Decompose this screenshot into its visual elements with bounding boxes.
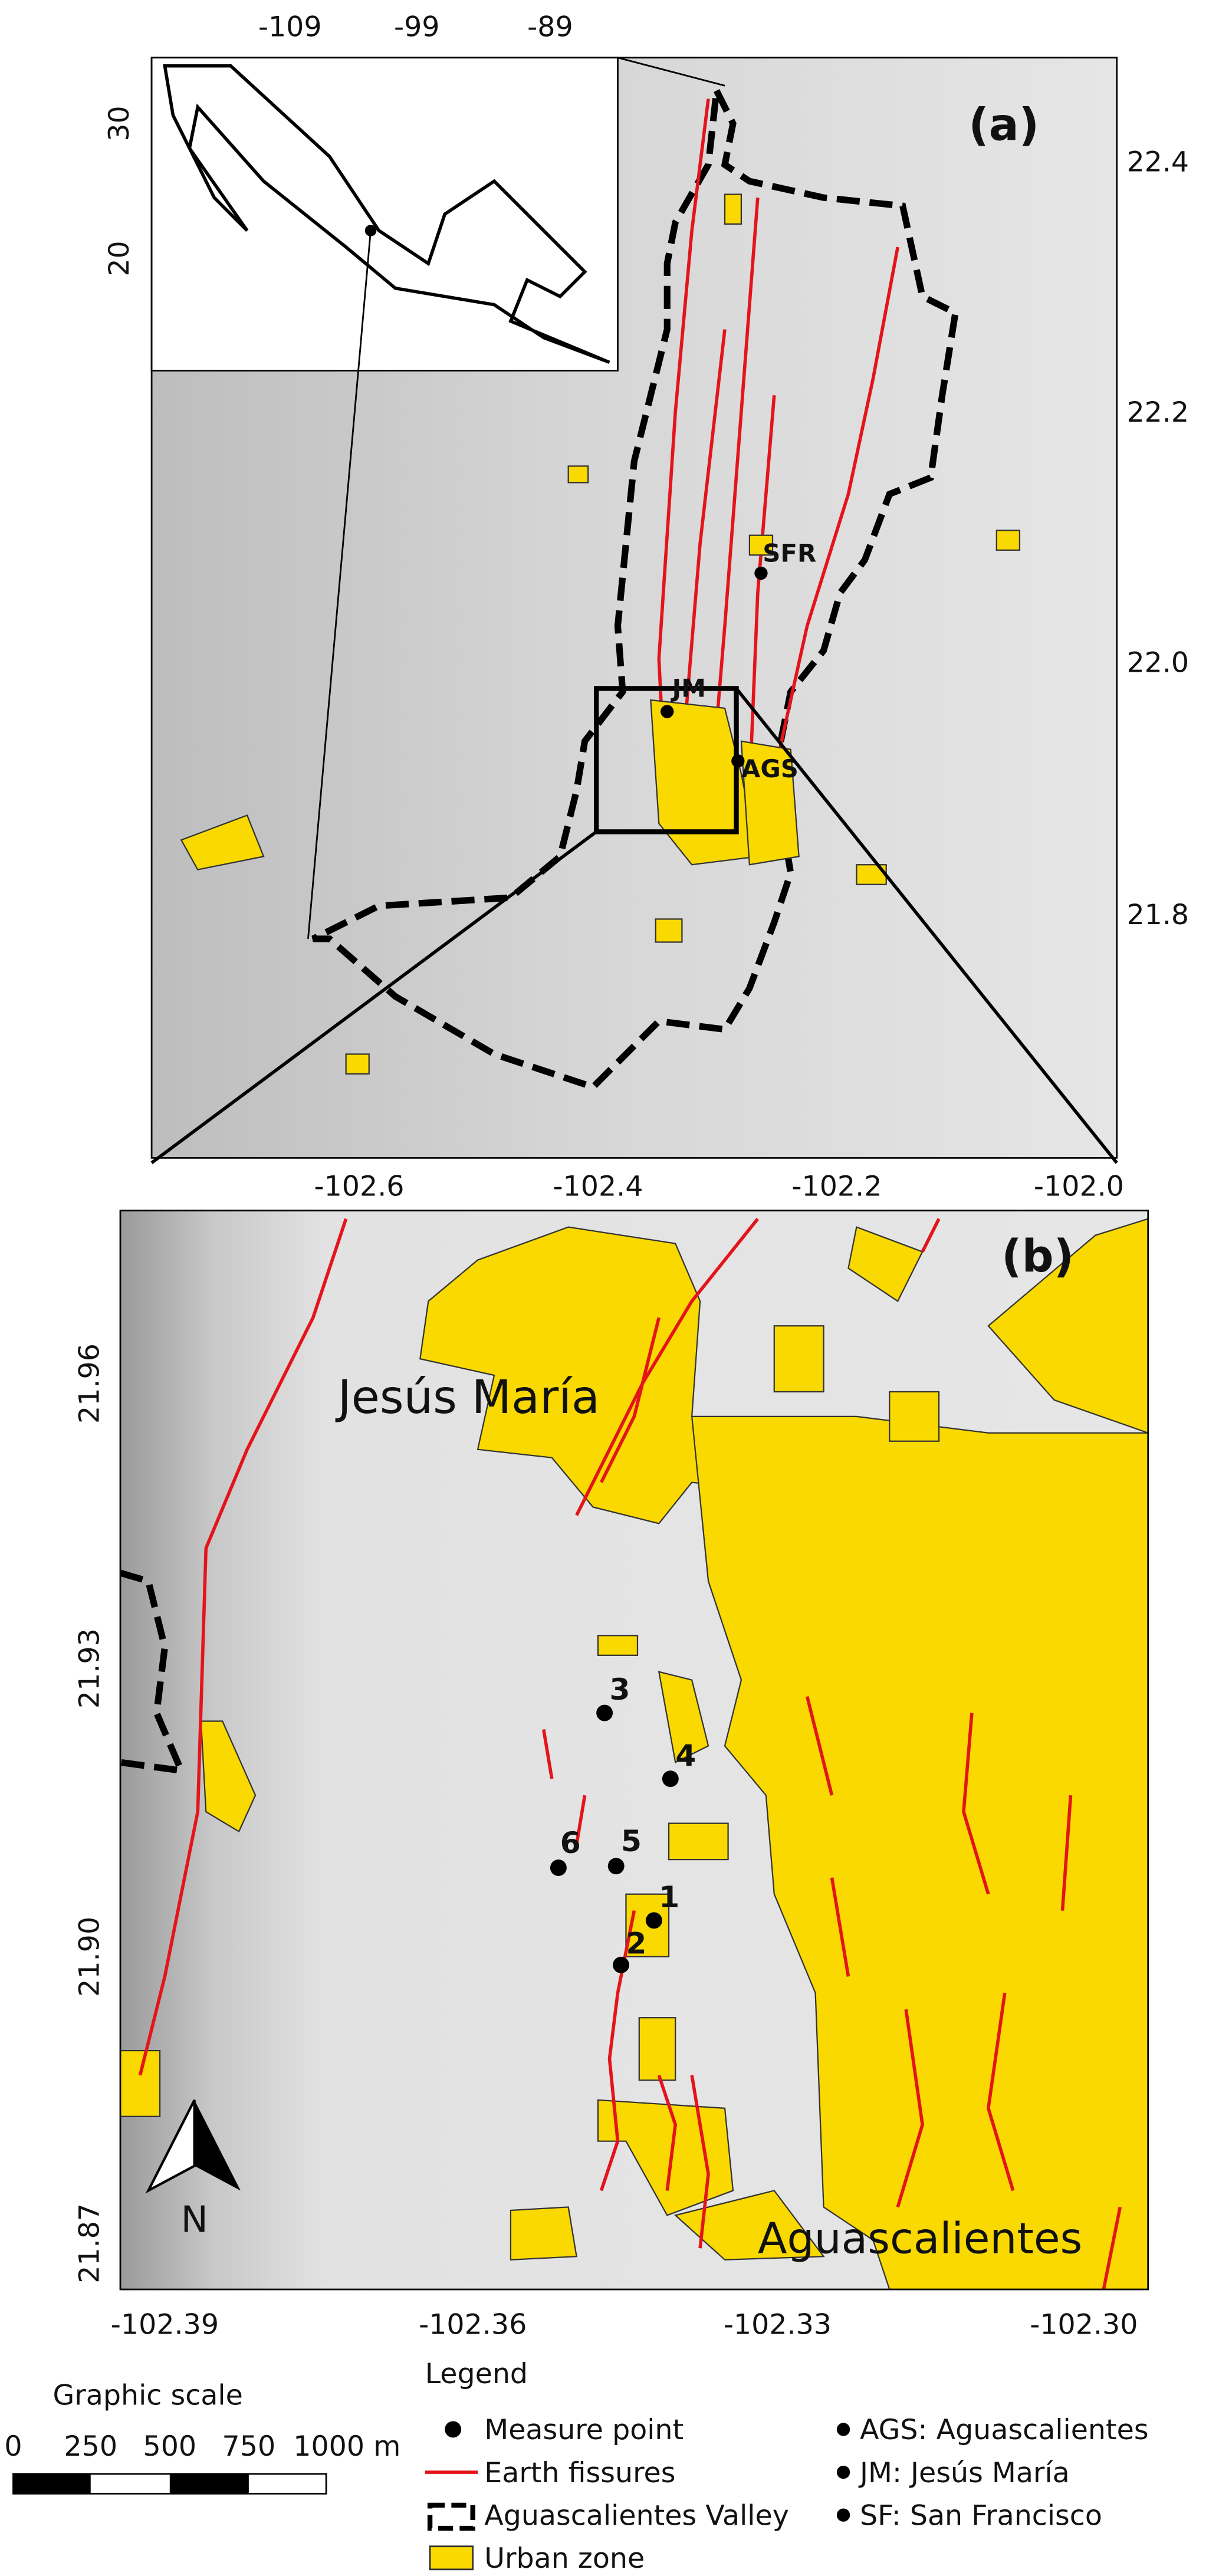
legend-symbol bbox=[427, 2502, 475, 2531]
point-label: 6 bbox=[560, 1825, 581, 1860]
measure-point bbox=[607, 1858, 625, 1875]
point-label: 5 bbox=[621, 1823, 642, 1858]
valley-boundary bbox=[311, 79, 960, 1091]
tick-label: 20 bbox=[103, 241, 136, 276]
legend-item: Aguascalientes Valley bbox=[484, 2499, 789, 2532]
legend-item: Measure point bbox=[484, 2414, 684, 2446]
legend-symbol bbox=[445, 2421, 462, 2438]
scale-label: 750 bbox=[222, 2430, 276, 2463]
inset-frame bbox=[150, 57, 619, 372]
tick-label: 22.4 bbox=[1126, 146, 1189, 178]
place-dot bbox=[754, 566, 768, 580]
legend-title: Legend bbox=[425, 2358, 528, 2390]
tick-label: -102.33 bbox=[724, 2308, 832, 2341]
measure-point bbox=[596, 1704, 613, 1721]
scale-label: 250 bbox=[64, 2430, 117, 2463]
leader-line bbox=[617, 57, 725, 87]
point-label: 3 bbox=[609, 1672, 630, 1707]
map-b-frame bbox=[119, 1210, 1149, 2291]
legend-item: Earth fissures bbox=[484, 2457, 675, 2489]
place-label: SFR bbox=[763, 538, 816, 567]
legend-symbol bbox=[836, 2508, 850, 2522]
legend-symbol bbox=[429, 2545, 474, 2571]
measure-points bbox=[550, 1704, 679, 1973]
legend-abbr: JM: Jesús María bbox=[858, 2457, 1070, 2489]
tick-label: -102.6 bbox=[314, 1171, 404, 1203]
legend-abbr: SF: San Francisco bbox=[860, 2499, 1102, 2532]
measure-point bbox=[613, 1956, 630, 1973]
mexico-outline bbox=[163, 64, 610, 364]
urban-a bbox=[180, 193, 1021, 1075]
tick-label: -102.2 bbox=[791, 1171, 882, 1203]
tick-label: 21.93 bbox=[74, 1628, 106, 1708]
map-a: SFR JM AGS (a) -109 -99 -89 30 20 22.4 2… bbox=[103, 11, 1189, 1202]
place-label: JM bbox=[671, 673, 706, 702]
tick-label: 21.90 bbox=[74, 1917, 106, 1997]
measure-point bbox=[662, 1770, 679, 1788]
zoom-line bbox=[150, 830, 597, 1164]
north-arrow bbox=[194, 2099, 241, 2191]
tick-label: -102.36 bbox=[419, 2308, 527, 2341]
tick-label: -102.39 bbox=[111, 2308, 219, 2341]
tick-label: -109 bbox=[258, 11, 322, 43]
point-label: 4 bbox=[675, 1738, 696, 1773]
scale-bar: Graphic scale 0 250 500 750 1000 m bbox=[4, 2380, 400, 2495]
scale-label: 1000 m bbox=[293, 2430, 400, 2463]
urban-b bbox=[119, 1218, 1149, 2291]
north-label: N bbox=[181, 2199, 208, 2240]
leader-line bbox=[307, 230, 372, 939]
legend-item: Urban zone bbox=[484, 2542, 645, 2575]
panel-label: (b) bbox=[1001, 1230, 1074, 1282]
tick-label: -102.0 bbox=[1034, 1171, 1124, 1203]
zoom-line bbox=[735, 687, 1118, 1164]
scale-title: Graphic scale bbox=[53, 2380, 243, 2412]
measure-point bbox=[550, 1859, 567, 1877]
place-label: Aguascalientes bbox=[758, 2214, 1083, 2264]
measure-point bbox=[645, 1912, 662, 1929]
scale-label: 500 bbox=[143, 2430, 197, 2463]
legend-abbr: AGS: Aguascalientes bbox=[860, 2414, 1149, 2446]
tick-label: 21.96 bbox=[74, 1343, 106, 1424]
scale-segment bbox=[169, 2473, 249, 2494]
point-label: 2 bbox=[626, 1926, 646, 1960]
legend-symbol bbox=[836, 2465, 850, 2479]
place-dot bbox=[661, 705, 674, 718]
fissures-b bbox=[138, 1217, 1122, 2290]
tick-label: -99 bbox=[394, 11, 440, 43]
north-arrow bbox=[145, 2099, 196, 2194]
tick-label: 30 bbox=[103, 106, 136, 141]
tick-label: -102.30 bbox=[1030, 2308, 1138, 2341]
tick-label: 22.0 bbox=[1126, 646, 1189, 679]
place-label: Jesús María bbox=[335, 1371, 600, 1424]
tick-label: -89 bbox=[527, 11, 573, 43]
tick-label: -102.4 bbox=[553, 1171, 643, 1203]
map-b: 1 2 3 4 5 6 Jesús María Aguascalientes (… bbox=[74, 1210, 1149, 2341]
legend: Legend Measure point Earth fissures Agua… bbox=[425, 2358, 1149, 2575]
valley-boundary bbox=[119, 1569, 187, 1775]
tick-label: 21.87 bbox=[74, 2203, 106, 2283]
panel-label: (a) bbox=[968, 98, 1039, 150]
scale-label: 0 bbox=[4, 2430, 22, 2463]
point-label: 1 bbox=[659, 1880, 679, 1914]
place-dot bbox=[731, 754, 745, 768]
scale-segment bbox=[13, 2473, 91, 2494]
legend-symbol bbox=[836, 2423, 850, 2436]
place-label: AGS bbox=[741, 754, 799, 783]
tick-label: 22.2 bbox=[1126, 396, 1189, 429]
tick-label: 21.8 bbox=[1126, 899, 1189, 931]
